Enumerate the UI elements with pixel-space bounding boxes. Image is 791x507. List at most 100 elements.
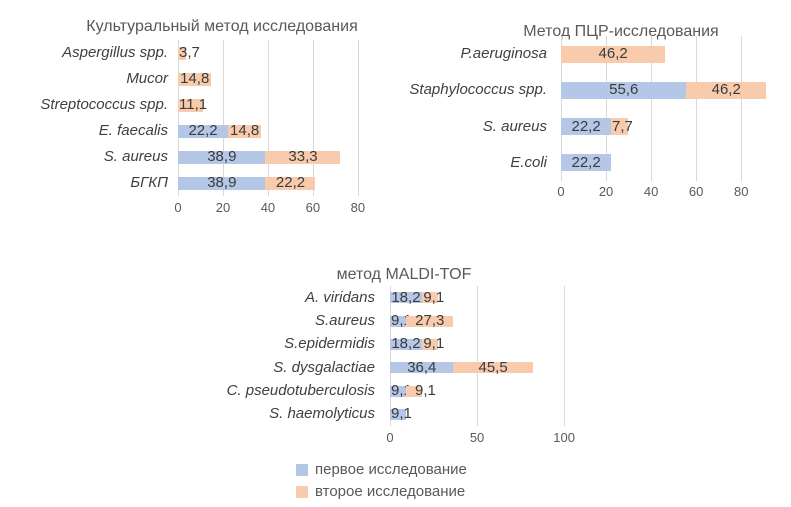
gridline (561, 36, 562, 181)
data-label: 9,1 (423, 288, 445, 306)
data-label: 18,2 (391, 288, 421, 306)
axis-tick-label: 80 (350, 200, 366, 215)
axis-tick-label: 60 (305, 200, 321, 215)
chart-legend: первое исследование второе исследование (296, 461, 467, 505)
data-label: 7,7 (612, 117, 633, 135)
bar-segment-series1 (178, 124, 228, 138)
data-label: 9,1 (415, 382, 436, 399)
bar-segment-series2 (686, 81, 766, 99)
legend-item: первое исследование (296, 461, 467, 478)
data-label: 33,3 (288, 148, 318, 165)
data-label: 38,9 (207, 148, 237, 165)
gridline (268, 40, 269, 196)
data-label: 22,2 (571, 117, 601, 135)
gridline (358, 40, 359, 196)
gridline (477, 286, 478, 426)
category-label: Mucor (126, 70, 168, 87)
bar-segment-series1 (561, 81, 687, 99)
chart-cultural-method: Культуральный метод исследования 3,7 14,8… (18, 12, 380, 228)
bar-segment-series1 (178, 150, 266, 164)
axis-tick-label: 20 (598, 184, 614, 199)
data-label: 14,8 (230, 122, 260, 139)
category-label: E. faecalis (98, 122, 168, 139)
chart-title: метод MALDI-TOF (336, 266, 472, 283)
axis-tick-label: 0 (386, 430, 394, 445)
bar-segment-series1 (390, 362, 454, 374)
axis-tick-label: 0 (557, 184, 565, 199)
data-label: 14,8 (180, 70, 210, 87)
chart-maldi-tof: метод MALDI-TOF 18,2 9,1 9,1 27,3 18,2 9,1 36,… (210, 262, 590, 452)
data-label: 38,9 (207, 174, 237, 191)
bar-segment-series2 (265, 150, 341, 164)
bar-segment-series2 (405, 315, 454, 327)
bar-segment-series1 (561, 118, 611, 136)
category-label: Staphylococcus spp. (409, 81, 547, 99)
gridline (564, 286, 565, 426)
gridline (178, 40, 179, 196)
axis-tick-label: 40 (260, 200, 276, 215)
category-label: S. aureus (103, 148, 168, 165)
axis-tick-label: 50 (469, 430, 485, 445)
category-label: S. aureus (482, 117, 547, 135)
data-label: 46,2 (598, 45, 628, 63)
bar-segment-series2 (227, 124, 262, 138)
chart-pcr-method: Метод ПЦР-исследования 46,2 55,6 46,2 22,2 7… (396, 12, 790, 214)
gridline (741, 36, 742, 181)
bar-segment-series2 (265, 176, 316, 190)
data-label: 11,1 (179, 96, 208, 113)
plot-area: 3,7 14,8 11,1 22,2 14,8 38,9 33,3 38,9 22,2 (178, 40, 359, 196)
axis-tick-label: 60 (688, 184, 704, 199)
legend-swatch (296, 485, 308, 498)
gridline (606, 36, 607, 181)
bar-segment-series1 (390, 385, 406, 397)
bar-segment-series2 (405, 385, 422, 397)
category-label: Aspergillus spp. (62, 44, 168, 61)
bar-segment-series1 (178, 176, 266, 190)
axis-tick-label: 0 (174, 200, 182, 215)
bar-segment-series1 (390, 408, 406, 420)
category-label: S.epidermidis (284, 335, 375, 353)
category-label: S. haemolyticus (269, 405, 375, 423)
data-label: 22,2 (188, 122, 218, 139)
data-label: 9,1 (423, 335, 445, 353)
legend-swatch (296, 463, 308, 476)
legend-label: второе исследование (315, 483, 466, 500)
bar-segment-series1 (390, 338, 422, 350)
chart-title: Культуральный метод исследования (86, 18, 358, 35)
category-label: БГКП (130, 174, 168, 191)
gridline (651, 36, 652, 181)
data-label: 3,7 (179, 44, 200, 61)
gridline (313, 40, 314, 196)
category-label: S.aureus (314, 312, 375, 329)
axis-tick-label: 40 (643, 184, 659, 199)
bar-segment-series1 (390, 292, 422, 304)
category-label: Streptococcus spp. (40, 96, 168, 113)
data-label: 27,3 (415, 312, 445, 329)
category-label: P.aeruginosa (460, 45, 547, 63)
category-label: S. dysgalactiae (273, 358, 375, 376)
axis-tick-label: 80 (733, 184, 749, 199)
axis-tick-label: 20 (215, 200, 231, 215)
gridline (223, 40, 224, 196)
bar-segment-series2 (561, 45, 666, 63)
bar-segment-series2 (453, 362, 533, 374)
bar-segment-series1 (390, 315, 406, 327)
chart-title: Метод ПЦР-исследования (523, 23, 719, 40)
legend-label: первое исследование (315, 461, 467, 478)
data-label: 18,2 (391, 335, 421, 353)
plot-area: 46,2 55,6 46,2 22,2 7,7 22,2 (561, 36, 766, 181)
bar-segment-series2 (178, 72, 212, 86)
data-label: 22,2 (275, 174, 306, 191)
bar-segment-series2 (421, 338, 438, 350)
legend-item: второе исследование (296, 483, 467, 500)
data-label: 46,2 (711, 81, 741, 99)
data-label: 9,1 (391, 405, 412, 423)
data-label: 22,2 (571, 153, 601, 171)
bar-segment-series2 (178, 98, 203, 112)
data-label: 55,6 (609, 81, 639, 99)
bar-segment-series2 (611, 118, 629, 136)
axis-tick-label: 100 (553, 430, 575, 445)
plot-area: 18,2 9,1 9,1 27,3 18,2 9,1 36,4 45,5 9,1 9,1 9,1 (390, 286, 565, 426)
category-label: C. pseudotuberculosis (226, 382, 375, 399)
